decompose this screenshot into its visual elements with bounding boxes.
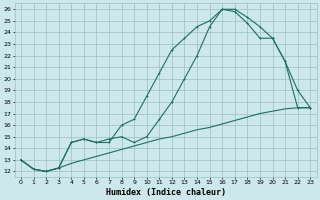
X-axis label: Humidex (Indice chaleur): Humidex (Indice chaleur)	[106, 188, 226, 197]
